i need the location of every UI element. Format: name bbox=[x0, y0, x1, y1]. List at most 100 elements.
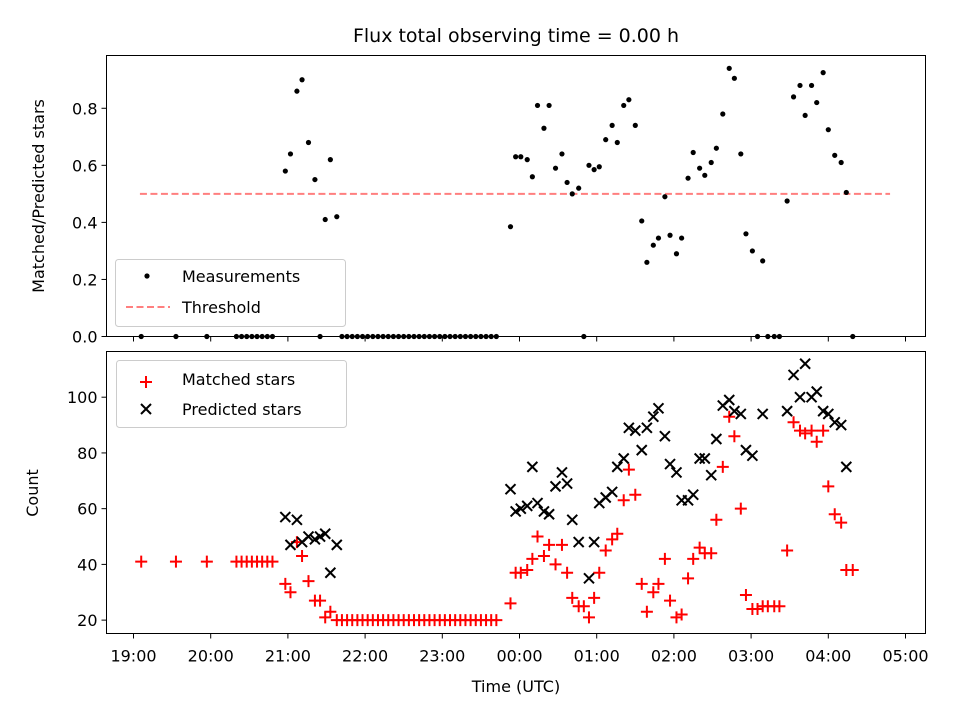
matched-star-point bbox=[135, 555, 148, 568]
x-tick-label: 20:00 bbox=[188, 647, 234, 666]
predicted-star-point bbox=[705, 469, 717, 481]
matched-star-point bbox=[266, 555, 279, 568]
predicted-star-point bbox=[787, 369, 800, 381]
predicted-star-point bbox=[521, 500, 533, 512]
matched-star-point bbox=[549, 558, 562, 571]
measurement-point bbox=[662, 194, 668, 200]
predicted-star-point bbox=[647, 410, 660, 423]
predicted-star-point bbox=[331, 539, 343, 551]
matched-star-point bbox=[537, 550, 550, 563]
measurement-point bbox=[802, 112, 808, 119]
matched-star-point bbox=[647, 586, 660, 599]
measurement-point bbox=[820, 70, 826, 76]
predicted-star-point bbox=[693, 452, 706, 465]
matched-star-point bbox=[687, 552, 700, 565]
predicted-star-point bbox=[302, 530, 315, 543]
legend-matched-marker bbox=[140, 376, 152, 388]
measurement-point bbox=[679, 235, 685, 241]
predicted-star-point bbox=[641, 422, 653, 434]
matched-star-point bbox=[531, 530, 544, 543]
matched-star-point bbox=[787, 416, 800, 429]
legend-matched-label: Matched stars bbox=[182, 370, 295, 389]
matched-star-point bbox=[739, 589, 752, 602]
measurement-point bbox=[713, 145, 719, 151]
measurement-point bbox=[621, 102, 627, 109]
predicted-star-point bbox=[835, 419, 847, 431]
predicted-star-point bbox=[588, 536, 600, 548]
top-legend: Measurements Threshold bbox=[115, 259, 346, 327]
measurement-point bbox=[738, 151, 744, 157]
predicted-star-point bbox=[840, 461, 853, 473]
measurement-point bbox=[644, 259, 650, 265]
top-y-tick-label: 0.0 bbox=[72, 328, 97, 347]
matched-star-point bbox=[490, 614, 503, 627]
matched-star-point bbox=[723, 410, 736, 423]
measurement-point bbox=[322, 216, 328, 223]
predicted-star-point bbox=[735, 408, 747, 420]
measurement-point bbox=[541, 125, 547, 131]
predicted-star-point bbox=[556, 466, 568, 479]
x-tick-label: 05:00 bbox=[882, 647, 928, 666]
matched-star-point bbox=[588, 591, 601, 604]
matched-star-point bbox=[582, 611, 595, 624]
measurement-point bbox=[586, 162, 592, 168]
top-y-axis-label: Matched/Predicted stars bbox=[29, 99, 48, 293]
measurement-point bbox=[529, 174, 535, 180]
measurement-point bbox=[591, 167, 597, 173]
matched-star-point bbox=[705, 547, 718, 560]
bottom-y-tick-label: 60 bbox=[77, 500, 97, 519]
matched-star-point bbox=[846, 563, 859, 576]
predicted-stars-points bbox=[279, 358, 853, 585]
measurement-point bbox=[667, 232, 673, 238]
measurement-point bbox=[287, 151, 294, 157]
measurement-point bbox=[650, 242, 656, 248]
matched-star-point bbox=[296, 550, 309, 563]
matched-star-point bbox=[781, 544, 794, 557]
bottom-y-tick-label: 100 bbox=[67, 388, 98, 407]
predicted-star-point bbox=[659, 430, 671, 442]
measurement-point bbox=[569, 191, 575, 197]
predicted-star-point bbox=[531, 497, 544, 509]
top-y-tick-label: 0.6 bbox=[72, 156, 97, 175]
predicted-star-point bbox=[611, 461, 623, 473]
predicted-star-point bbox=[636, 444, 648, 456]
legend-threshold-label: Threshold bbox=[181, 298, 261, 317]
top-x-ticks bbox=[133, 336, 906, 342]
legend-measurements-marker bbox=[144, 273, 150, 279]
matched-star-point bbox=[302, 575, 315, 588]
measurement-point bbox=[524, 157, 530, 163]
measurement-point bbox=[784, 198, 790, 204]
predicted-star-point bbox=[324, 567, 337, 579]
matched-star-point bbox=[606, 533, 619, 546]
matched-star-point bbox=[635, 577, 648, 590]
predicted-star-point bbox=[699, 452, 711, 465]
predicted-star-point bbox=[284, 539, 297, 551]
x-tick-label: 19:00 bbox=[110, 647, 156, 666]
legend-predicted-label: Predicted stars bbox=[182, 400, 302, 419]
measurement-point bbox=[596, 164, 602, 170]
measurement-point bbox=[838, 159, 844, 166]
predicted-star-point bbox=[794, 391, 806, 403]
matched-star-point bbox=[734, 502, 747, 515]
matched-star-point bbox=[805, 424, 818, 437]
matched-star-point bbox=[828, 508, 841, 521]
predicted-star-point bbox=[746, 450, 759, 462]
measurement-point bbox=[559, 151, 565, 157]
top-y-tick-label: 0.2 bbox=[72, 270, 97, 289]
matched-star-point bbox=[514, 566, 527, 579]
measurement-point bbox=[690, 149, 696, 156]
measurement-point bbox=[334, 214, 340, 220]
bottom-y-tick-label: 20 bbox=[77, 611, 97, 630]
bottom-panel: 20 40 60 80 100 19:00 20:00 21:00 22:00 23:00 00:… bbox=[23, 351, 929, 696]
matched-star-point bbox=[526, 552, 539, 565]
predicted-star-point bbox=[279, 511, 292, 523]
measurement-point bbox=[513, 154, 519, 160]
matched-star-point bbox=[652, 577, 665, 590]
matched-star-point bbox=[599, 544, 612, 557]
x-tick-label: 01:00 bbox=[574, 647, 620, 666]
x-tick-label: 00:00 bbox=[496, 647, 542, 666]
measurement-point bbox=[576, 185, 582, 191]
matched-star-point bbox=[521, 563, 534, 576]
measurement-point bbox=[294, 88, 300, 94]
chart-title: Flux total observing time = 0.00 h bbox=[353, 25, 679, 47]
